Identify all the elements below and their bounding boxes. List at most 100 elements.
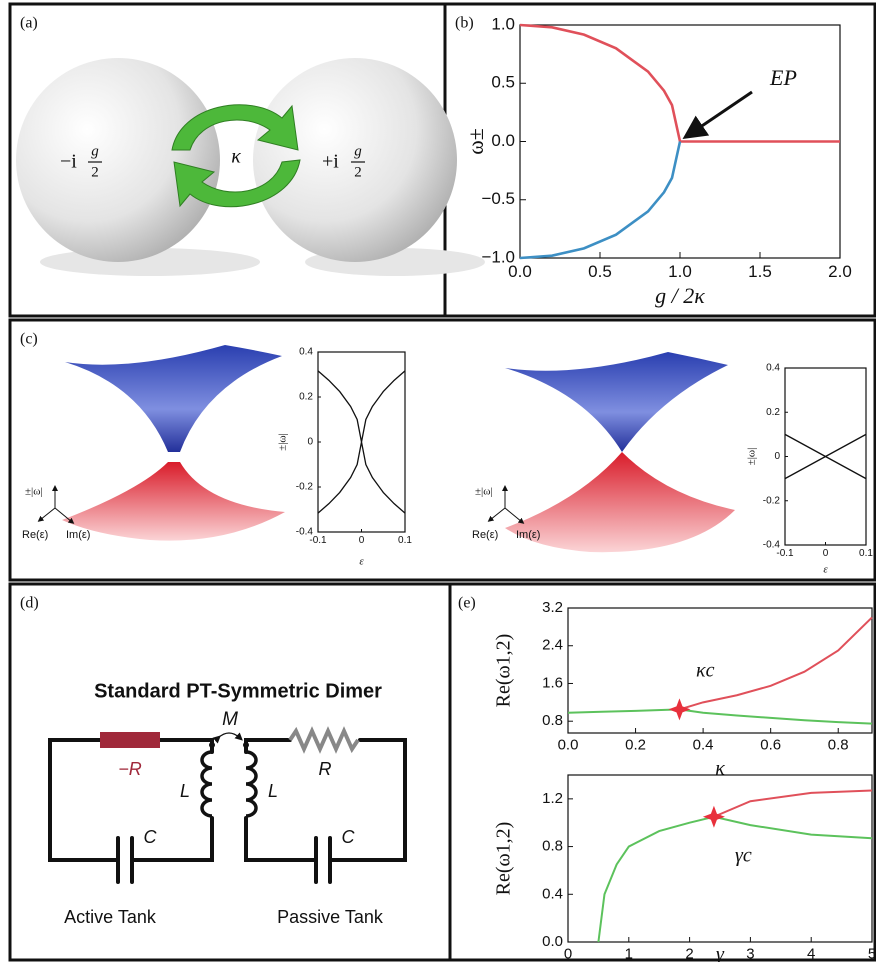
charts: 0.0 0.5 1.0 1.5 2.0 −1.0 −0.5 0.0 0.5 1.0 g / 2κ ω±…	[277, 14, 876, 962]
chart: -0.1 0 0.1 -0.4 -0.2 0 0.2 0.4 ε ±|ω|	[277, 347, 413, 568]
x-tick-label: 0.4	[693, 737, 714, 754]
loss-resistor	[288, 726, 360, 754]
loss-num: g	[354, 143, 362, 159]
series-line	[519, 23, 840, 143]
plot-frame	[567, 774, 873, 943]
axis-icon	[487, 507, 506, 522]
inductor	[200, 750, 213, 818]
axis-label: Im(ε)	[66, 529, 90, 541]
y-tick-label: -0.4	[763, 540, 781, 551]
mutual-label: M	[222, 709, 238, 730]
axis-icon	[37, 507, 56, 522]
y-tick-label: −1.0	[481, 247, 515, 266]
mutual-arrow	[212, 732, 243, 744]
capacitor	[314, 836, 332, 884]
y-tick-label: 0.5	[491, 73, 515, 92]
gain-label: −R	[118, 759, 142, 779]
annotation: γc	[735, 845, 752, 867]
y-tick-label: 2.4	[542, 637, 563, 654]
x-axis-label: γ	[716, 944, 725, 962]
sphere	[16, 58, 220, 262]
x-tick-label: 5	[868, 946, 876, 962]
chart: 0 1 2 3 4 5 0.0 0.4 0.8 1.2 γ Re(ω1,2) γc	[493, 774, 876, 962]
x-tick-label: 0.8	[828, 737, 849, 754]
panel-frames	[8, 2, 876, 962]
loss-den: 2	[354, 164, 362, 180]
x-tick-label: 1.5	[748, 262, 772, 281]
x-tick-label: 0.1	[398, 535, 412, 546]
annotation-arrow	[682, 90, 753, 140]
surface-right: ±|ω| Re(ε) Im(ε)	[472, 352, 735, 553]
tank-label: Passive Tank	[277, 907, 384, 927]
gain-den: 2	[91, 164, 99, 180]
y-tick-label: 0.0	[542, 933, 563, 950]
panel-label: (a)	[20, 15, 38, 32]
y-tick-label: 1.0	[491, 14, 515, 33]
series-line	[713, 789, 873, 818]
x-tick-label: 1	[625, 946, 633, 962]
x-tick-label: 0	[564, 946, 572, 962]
loss-sign: +i	[322, 151, 339, 173]
x-tick-label: 1.0	[668, 262, 692, 281]
frame-e	[448, 582, 876, 962]
panel-label: (d)	[20, 595, 39, 612]
y-axis-label: ±|ω|	[746, 448, 758, 466]
series-line	[519, 141, 682, 260]
x-tick-label: 0.0	[508, 262, 532, 281]
gain-sign: −i	[60, 151, 77, 173]
x-tick-label: 0	[823, 548, 829, 559]
x-tick-label: -0.1	[776, 548, 794, 559]
diagram-a: −i g 2 κ +i g 2	[16, 58, 485, 276]
tank-label: Active Tank	[64, 907, 157, 927]
x-tick-label: 0.2	[625, 737, 646, 754]
ep-marker	[668, 698, 691, 721]
y-tick-label: -0.2	[296, 482, 314, 493]
x-axis-label: g / 2κ	[655, 283, 705, 308]
y-axis-label: ω±	[463, 128, 488, 155]
y-tick-label: 0	[774, 451, 780, 462]
y-tick-label: 1.2	[542, 790, 563, 807]
axis-icon	[54, 507, 75, 524]
x-axis-label: ε	[823, 564, 828, 576]
y-tick-label: -0.2	[763, 495, 781, 506]
x-tick-label: 0.5	[588, 262, 612, 281]
y-axis-label: ±|ω|	[277, 433, 289, 451]
x-tick-label: 0.1	[859, 548, 873, 559]
y-tick-label: 3.2	[542, 599, 563, 616]
series-line	[567, 708, 873, 725]
inductor-label: L	[268, 781, 278, 801]
upper-band	[65, 345, 282, 452]
surface-left: ±|ω| Re(ε) Im(ε)	[22, 345, 285, 541]
series-line	[784, 433, 867, 480]
inductor-label: L	[180, 781, 190, 801]
x-tick-label: 2.0	[828, 262, 852, 281]
loss-label: R	[319, 759, 332, 779]
annotation: κc	[696, 660, 715, 682]
y-axis-label: Re(ω1,2)	[493, 634, 515, 708]
x-tick-label: 0.6	[760, 737, 781, 754]
frame-d	[8, 582, 452, 962]
capacitor-label: C	[144, 827, 158, 847]
y-tick-label: 1.6	[542, 674, 563, 691]
panel-label: (b)	[455, 15, 474, 32]
capacitor	[116, 836, 134, 884]
panel-label: (c)	[20, 331, 38, 348]
x-tick-label: 4	[807, 946, 815, 962]
lower-band	[505, 452, 735, 553]
axis-label: Re(ε)	[22, 529, 48, 541]
inductor	[245, 750, 258, 818]
coupling-arrow	[173, 159, 301, 208]
axis-label: ±|ω|	[475, 486, 493, 498]
axis-icon	[504, 507, 525, 524]
capacitor-label: C	[342, 827, 356, 847]
y-tick-label: 0.4	[299, 347, 313, 358]
axis-label: Im(ε)	[516, 529, 540, 541]
series-line	[317, 370, 406, 443]
x-tick-label: 0	[359, 535, 365, 546]
dot	[209, 742, 215, 748]
y-tick-label: −0.5	[481, 189, 515, 208]
circuit-title: Standard PT-Symmetric Dimer	[94, 680, 382, 702]
upper-band	[505, 352, 728, 452]
frame-c	[8, 318, 876, 582]
